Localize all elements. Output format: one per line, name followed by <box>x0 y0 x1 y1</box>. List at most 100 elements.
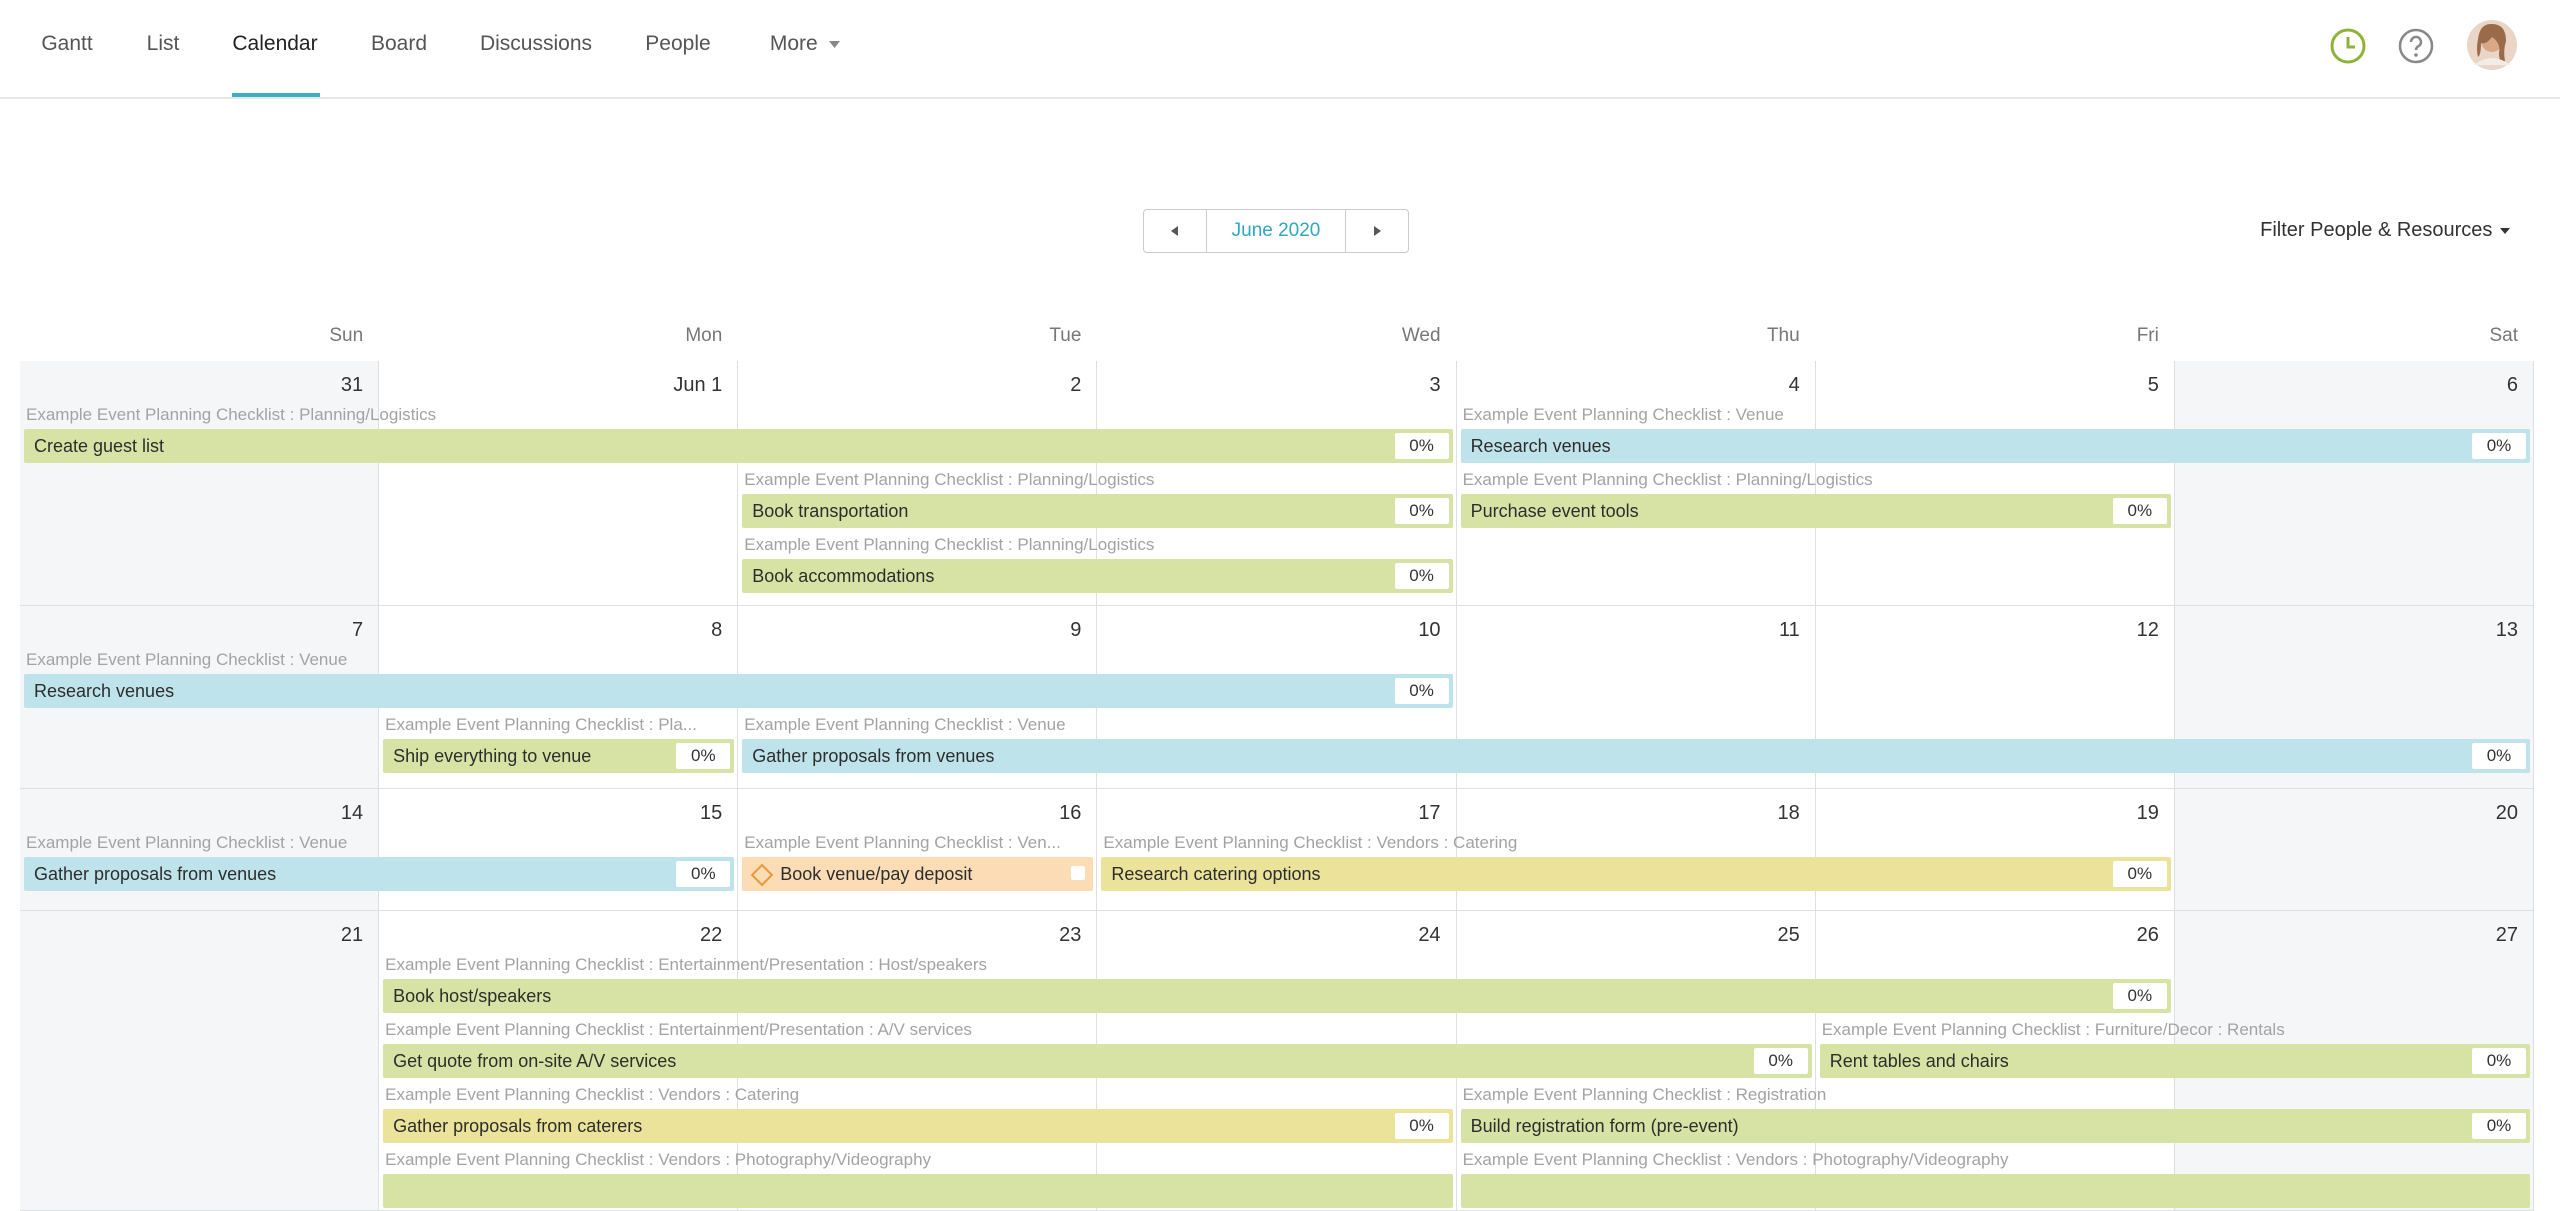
task-bar[interactable]: Research catering options 0% <box>1101 857 2171 891</box>
task-progress: 0% <box>1394 563 1449 589</box>
day-number: 4 <box>1788 374 1800 396</box>
nav-tab[interactable]: Calendar <box>232 32 318 55</box>
task-name: Gather proposals from caterers <box>393 1116 643 1136</box>
task-progress: 0% <box>1394 678 1449 704</box>
month-picker: June 2020 <box>1143 209 1409 253</box>
milestone-icon <box>750 863 774 887</box>
project-label: Example Event Planning Checklist : Venue <box>744 715 1066 734</box>
nav-tab[interactable]: Board <box>370 32 428 55</box>
task-progress: 0% <box>1394 1113 1449 1139</box>
checkbox[interactable] <box>1071 866 1086 880</box>
month-label[interactable]: June 2020 <box>1206 210 1346 252</box>
nav-tab[interactable]: People <box>645 32 711 55</box>
project-label: Example Event Planning Checklist : Pla..… <box>385 715 697 734</box>
nav-tab[interactable]: List <box>146 32 180 55</box>
nav-tab[interactable]: Gantt <box>41 32 93 55</box>
task-bar[interactable] <box>1460 1174 2530 1208</box>
day-cell[interactable] <box>1815 361 2175 606</box>
task-progress: 0% <box>2112 861 2167 887</box>
task-progress: 0% <box>2471 743 2526 769</box>
day-number: 5 <box>2147 374 2159 396</box>
weekday-header: Wed <box>1401 325 1441 346</box>
task-progress: 0% <box>2112 983 2167 1009</box>
weekday-header: Fri <box>2136 325 2159 346</box>
weekday-header: Thu <box>1766 325 1800 346</box>
task-bar[interactable]: Research venues 0% <box>24 674 1453 708</box>
task-progress: 0% <box>2471 1113 2526 1139</box>
task-name: Purchase event tools <box>1470 501 1639 521</box>
nav-tab[interactable]: Discussions <box>479 32 593 55</box>
task-name: Gather proposals from venues <box>34 864 277 884</box>
top-nav: Gantt List Calendar Board Discussions People M… <box>0 0 2560 99</box>
task-bar[interactable]: Purchase event tools 0% <box>1460 494 2171 528</box>
task-bar[interactable]: Gather proposals from caterers 0% <box>383 1109 1453 1143</box>
task-bar[interactable]: Gather proposals from venues 0% <box>742 739 2530 773</box>
dropdown-caret <box>2500 228 2510 234</box>
task-bar[interactable]: Ship everything to venue 0% <box>383 739 735 773</box>
task-bar[interactable]: Research venues 0% <box>1460 429 2530 463</box>
prev-month[interactable] <box>1144 210 1206 252</box>
day-cell[interactable] <box>20 361 380 606</box>
task-progress: 0% <box>1753 1048 1808 1074</box>
task-name: Book transportation <box>752 501 909 521</box>
day-number: 16 <box>1059 802 1082 824</box>
project-label: Example Event Planning Checklist : Enter… <box>385 955 988 974</box>
task-progress: 0% <box>2112 498 2167 524</box>
project-label: Example Event Planning Checklist : Enter… <box>385 1020 972 1039</box>
task-bar[interactable]: Gather proposals from venues 0% <box>24 857 735 891</box>
project-label: Example Event Planning Checklist : Venue <box>26 650 348 669</box>
task-bar[interactable]: Book accommodations 0% <box>742 559 1453 593</box>
project-label: Example Event Planning Checklist : Furni… <box>1821 1020 2285 1039</box>
day-number: 3 <box>1429 374 1441 396</box>
day-number: 14 <box>340 802 364 824</box>
help-icon[interactable] <box>2396 26 2436 66</box>
caret <box>829 41 840 48</box>
day-cell[interactable] <box>20 911 380 1211</box>
task-bar[interactable]: Get quote from on-site A/V services 0% <box>383 1044 1812 1078</box>
weekday-header: Sun <box>329 325 364 346</box>
task-bar[interactable]: Build registration form (pre-event) 0% <box>1460 1109 2530 1143</box>
day-number: 10 <box>1418 619 1441 641</box>
project-label: Example Event Planning Checklist : Vendo… <box>385 1085 800 1104</box>
task-name: Research venues <box>1470 436 1611 456</box>
project-label: Example Event Planning Checklist : Venue <box>26 833 348 852</box>
day-number: 27 <box>2495 924 2518 946</box>
day-number: 9 <box>1070 619 1082 641</box>
day-number: 31 <box>340 374 364 396</box>
day-number: 15 <box>700 802 723 824</box>
task-progress: 0% <box>2471 433 2526 459</box>
day-number: 12 <box>2136 619 2159 641</box>
project-label: Example Event Planning Checklist : Vendo… <box>1103 833 1518 852</box>
filter-dropdown[interactable]: Filter People & Resources <box>2260 219 2512 242</box>
filter-label: Filter People & Resources <box>2260 219 2493 241</box>
task-progress: 0% <box>676 861 731 887</box>
task-bar[interactable]: Book host/speakers 0% <box>383 979 2171 1013</box>
day-cell[interactable] <box>379 361 739 606</box>
task-name: Create guest list <box>34 436 165 456</box>
day-number: 25 <box>1777 924 1800 946</box>
task-name: Book host/speakers <box>393 986 552 1006</box>
project-label: Example Event Planning Checklist : Venue <box>1462 405 1784 424</box>
nav-tab[interactable]: More <box>769 32 818 55</box>
day-cell[interactable] <box>2174 789 2534 911</box>
project-label: Example Event Planning Checklist : Plann… <box>1462 470 1873 489</box>
day-cell[interactable] <box>2174 361 2534 606</box>
task-bar[interactable]: Book venue/pay deposit <box>742 857 1094 891</box>
next-month[interactable] <box>1346 210 1408 252</box>
day-number: 18 <box>1777 802 1800 824</box>
timer-icon[interactable] <box>2328 26 2368 66</box>
day-number: 22 <box>700 924 723 946</box>
day-cell[interactable] <box>1456 361 1816 606</box>
task-bar[interactable]: Book transportation 0% <box>742 494 1453 528</box>
task-bar[interactable] <box>383 1174 1453 1208</box>
day-number: 8 <box>711 619 723 641</box>
avatar[interactable] <box>2466 19 2518 71</box>
day-number: 17 <box>1418 802 1441 824</box>
project-label: Example Event Planning Checklist : Ven..… <box>744 833 1061 852</box>
day-number: 7 <box>352 619 364 641</box>
task-bar[interactable]: Rent tables and chairs 0% <box>1819 1044 2530 1078</box>
task-name: Research venues <box>34 681 175 701</box>
day-number: 2 <box>1070 374 1082 396</box>
task-bar[interactable]: Create guest list 0% <box>24 429 1453 463</box>
